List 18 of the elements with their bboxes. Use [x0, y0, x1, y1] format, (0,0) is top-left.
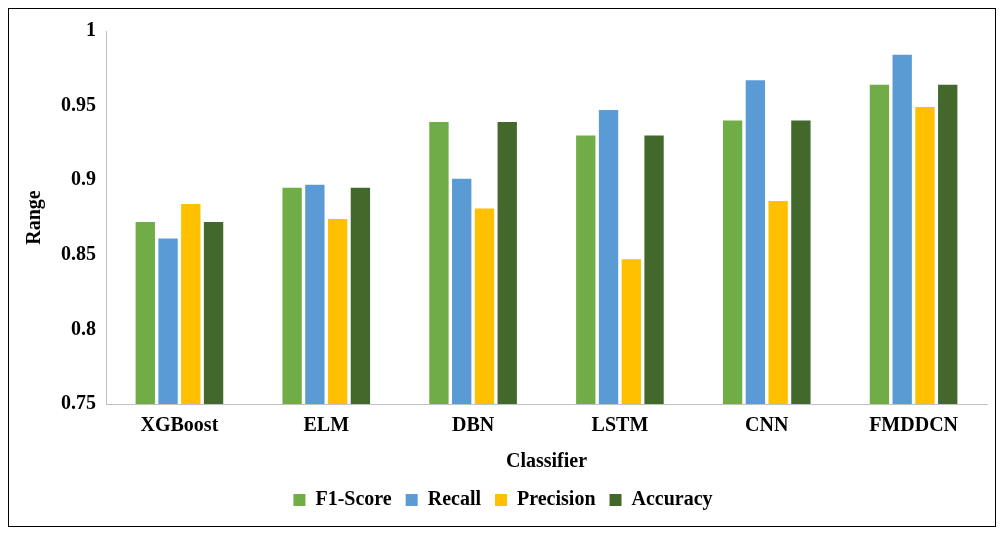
x-tick-label: DBN: [451, 413, 495, 436]
x-tick-label: CNN: [745, 413, 789, 436]
y-tick-label: 1: [86, 18, 96, 41]
x-tick-label: ELM: [303, 413, 350, 436]
legend-label: F1-Score: [315, 487, 392, 510]
x-tick-label: XGBoost: [140, 413, 219, 436]
y-tick-label: 0.75: [61, 391, 96, 414]
legend-label: Recall: [427, 487, 482, 510]
y-tick-label: 0.85: [61, 241, 96, 264]
legend-label: Accuracy: [631, 487, 713, 511]
x-tick-label: FMDDCN: [869, 413, 959, 436]
y-tick-label: 0.95: [61, 92, 96, 115]
x-axis-title: Classifier: [505, 449, 588, 472]
legend-label: Precision: [517, 487, 596, 510]
y-tick-label: 0.8: [71, 316, 96, 339]
y-axis-title: Range: [22, 190, 46, 245]
y-tick-label: 0.9: [71, 167, 96, 190]
x-tick-label: LSTM: [591, 413, 649, 436]
